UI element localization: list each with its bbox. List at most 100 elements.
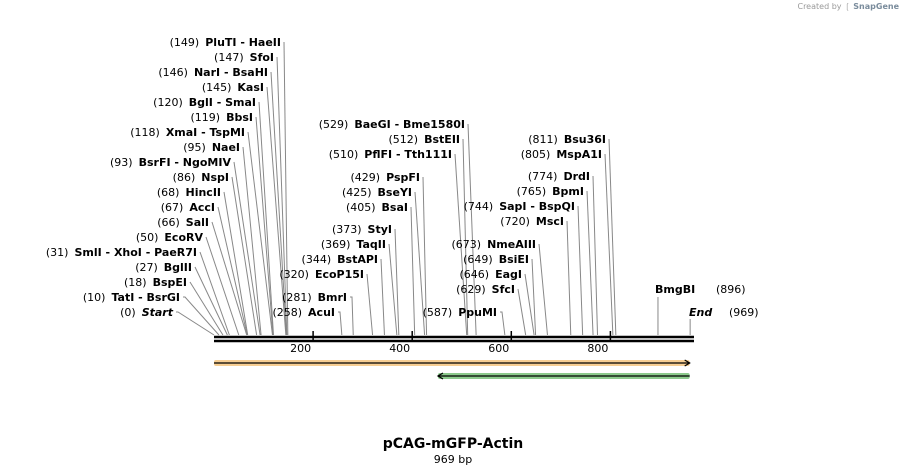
connector-line [454, 153, 468, 336]
connector-line [194, 266, 228, 336]
connector-line [350, 296, 354, 336]
site-95: NaeI (95) [183, 141, 240, 154]
map-title: pCAG-mGFP-Actin [383, 436, 524, 452]
connector-line [467, 123, 477, 336]
site-position: (149) [170, 36, 200, 49]
site-label: Bsu36I [564, 133, 606, 146]
feature-arrows [214, 359, 691, 380]
site-position: (146) [158, 66, 188, 79]
site-label: KasI [237, 81, 264, 94]
connector-line [604, 153, 614, 336]
site-label: NmeAIII [487, 238, 536, 251]
credit-brand: SnapGene [853, 2, 899, 11]
connector-line [524, 273, 535, 336]
site-label: StyI [368, 223, 392, 236]
connector-line [199, 251, 230, 336]
site-label: BaeGI - Bme1580I [354, 118, 465, 131]
site-label: TaqII [356, 238, 386, 251]
connector-line [176, 311, 215, 336]
site-281: BmrI (281) [282, 291, 347, 304]
site-position: (529) [319, 118, 349, 131]
site-258: AcuI (258) [272, 306, 335, 319]
site-label: BspEI [153, 276, 187, 289]
site-position: (118) [130, 126, 160, 139]
dna-backbone [214, 335, 694, 343]
snapgene-credit: Created by ❲ SnapGene [797, 2, 899, 11]
site-31: SmlI - XhoI - PaeR7I (31) [46, 246, 197, 259]
site-position: (629) [456, 283, 486, 296]
site-position: (510) [329, 148, 359, 161]
site-position: (587) [423, 306, 453, 319]
site-811: Bsu36I (811) [528, 133, 606, 146]
site-position: (68) [157, 186, 180, 199]
site-744: SapI - BspQI (744) [464, 200, 575, 213]
site-149: PluTI - HaeII (149) [170, 36, 281, 49]
connector-line [338, 311, 343, 336]
site-label: BstAPI [337, 253, 378, 266]
site-label: HincII [185, 186, 221, 199]
connector-line [217, 206, 248, 336]
site-18: BspEI (18) [124, 276, 187, 289]
site-position: (646) [460, 268, 490, 281]
site-429: PspFI (429) [351, 171, 421, 184]
site-label: BglII [164, 261, 192, 274]
connector-line [283, 41, 289, 336]
site-position: (369) [321, 238, 351, 251]
site-10: TatI - BsrGI (10) [83, 291, 180, 304]
site-label: MspA1I [556, 148, 602, 161]
site-label: BsaI [382, 201, 408, 214]
site-805: MspA1I (805) [521, 148, 602, 161]
site-147: SfoI (147) [214, 51, 274, 64]
site-position: (765) [517, 185, 547, 198]
site-86: NspI (86) [173, 171, 229, 184]
site-27: BglII (27) [135, 261, 192, 274]
site-position: (50) [136, 231, 159, 244]
ruler-tick-label: 800 [587, 342, 608, 355]
site-position: (86) [173, 171, 196, 184]
connector-line [276, 56, 288, 336]
site-label: XmaI - TspMI [166, 126, 245, 139]
site-119: BbsI (119) [191, 111, 254, 124]
site-position: (774) [528, 170, 558, 183]
site-720: MscI (720) [500, 215, 564, 228]
connector-line [258, 101, 274, 336]
site-label: NspI [201, 171, 229, 184]
connector-line [242, 146, 262, 336]
site-position: (147) [214, 51, 244, 64]
site-label: BmrI [318, 291, 347, 304]
connector-line [255, 116, 274, 336]
site-position: (120) [153, 96, 183, 109]
site-position: (969) [729, 306, 759, 319]
connector-line [586, 190, 594, 336]
site-label: BseYI [378, 186, 412, 199]
connector-line [366, 273, 374, 336]
site-66: SalI (66) [157, 216, 209, 229]
site-position: (281) [282, 291, 312, 304]
site-512: BstEII (512) [389, 133, 460, 146]
site-position: (720) [500, 215, 530, 228]
site-connectors [176, 41, 691, 336]
connector-line [608, 138, 617, 336]
site-label: NarI - BsaHI [194, 66, 268, 79]
site-label: SmlI - XhoI - PaeR7I [74, 246, 197, 259]
ruler-tick-label: 400 [389, 342, 410, 355]
site-label: AcuI [308, 306, 335, 319]
connector-line [380, 258, 385, 336]
site-405: BsaI (405) [346, 201, 408, 214]
site-position: (119) [191, 111, 221, 124]
connector-line [538, 243, 548, 336]
site-position: (429) [351, 171, 381, 184]
site-label: SalI [186, 216, 209, 229]
site-774: DrdI (774) [528, 170, 590, 183]
arrow-left-icon [436, 372, 444, 380]
site-position: (66) [157, 216, 180, 229]
site-67: AccI (67) [161, 201, 215, 214]
site-label: SfoI [250, 51, 274, 64]
connector-line [422, 176, 428, 336]
site-position: (649) [463, 253, 493, 266]
connector-line [205, 236, 240, 336]
forward-feature [214, 359, 691, 367]
site-position: (27) [135, 261, 158, 274]
site-position: (896) [716, 283, 746, 296]
site-label: AccI [189, 201, 215, 214]
